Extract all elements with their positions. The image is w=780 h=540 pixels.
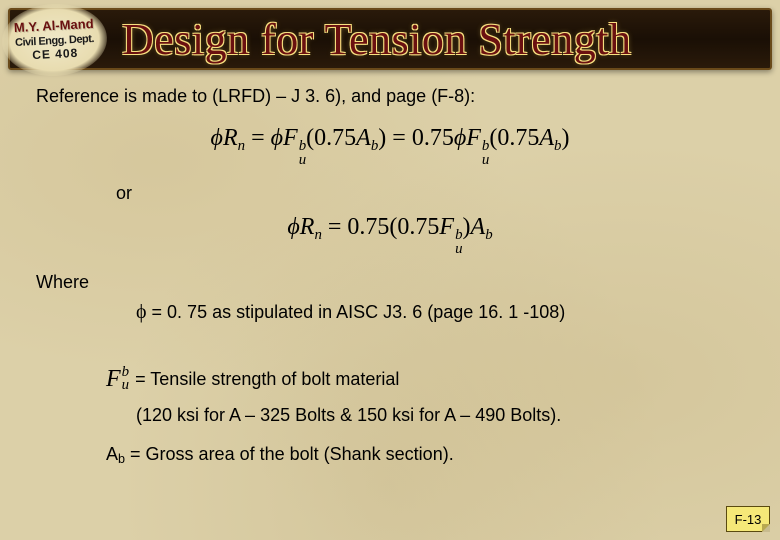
or-label: or: [116, 183, 744, 204]
where-label: Where: [36, 272, 744, 293]
slide-content: Reference is made to (LRFD) – J 3. 6), a…: [36, 86, 744, 520]
page-title: Design for Tension Strength: [122, 14, 631, 65]
title-bar: Design for Tension Strength: [8, 8, 772, 70]
phi-symbol: ϕ: [211, 125, 223, 151]
page-number-tag: F-13: [726, 506, 770, 532]
ab-definition: Ab = Gross area of the bolt (Shank secti…: [106, 444, 744, 466]
reference-text: Reference is made to (LRFD) – J 3. 6), a…: [36, 86, 744, 107]
fu-definition: Fbu = Tensile strength of bolt material: [106, 366, 744, 393]
logo-author: M.Y. Al-Mand: [14, 15, 94, 34]
equation-2: ϕRn = 0.75(0.75Fbu)Ab: [36, 214, 744, 256]
phi-definition: ϕ = 0. 75 as stipulated in AISC J3. 6 (p…: [136, 301, 744, 324]
logo-course: CE 408: [32, 45, 79, 61]
bolt-values: (120 ksi for A – 325 Bolts & 150 ksi for…: [136, 405, 744, 426]
phi-symbol-inline: ϕ: [136, 301, 147, 323]
ab-symbol: Ab: [106, 444, 125, 464]
equation-1: ϕRn = ϕFbu(0.75Ab) = 0.75ϕFbu(0.75Ab): [36, 125, 744, 167]
fu-symbol: Fbu: [106, 366, 129, 393]
